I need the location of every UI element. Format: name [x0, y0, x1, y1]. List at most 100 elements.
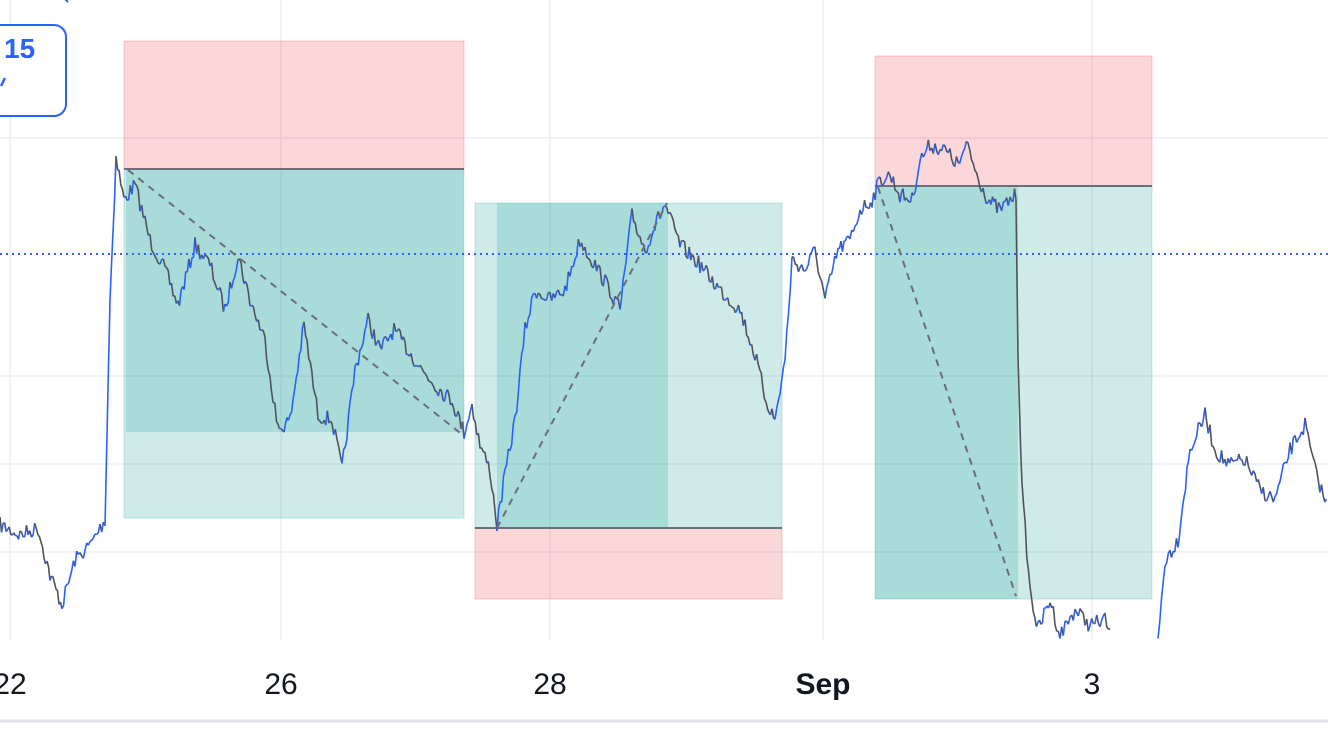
price-line: [740, 312, 745, 326]
price-line: [471, 404, 478, 436]
price-line: [559, 293, 563, 296]
price-line: [1252, 470, 1258, 482]
price-line: [96, 523, 101, 535]
price-line: [631, 208, 643, 245]
price-line: [104, 156, 117, 526]
price-line: [557, 289, 561, 296]
price-line: [619, 208, 633, 310]
price-line: [1095, 614, 1101, 628]
price-line: [341, 362, 358, 464]
price-line: [162, 258, 171, 286]
price-line: [949, 148, 956, 168]
price-line: [367, 312, 374, 339]
price-line: [61, 560, 75, 610]
price-line: [1093, 614, 1098, 625]
price-line: [115, 156, 125, 198]
price-line: [461, 421, 465, 439]
badge-text: 15: [4, 33, 35, 64]
price-line: [852, 209, 861, 232]
price-line: [1007, 196, 1011, 206]
x-tick-label: 28: [533, 668, 566, 701]
price-line: [178, 286, 184, 306]
price-line: [602, 274, 606, 287]
price-line: [446, 389, 452, 406]
price-line: [965, 140, 983, 193]
position-1[interactable]: [123, 40, 465, 519]
price-line: [744, 319, 751, 346]
price-line: [463, 403, 473, 439]
price-line: [30, 523, 36, 538]
price-line: [1230, 457, 1235, 462]
price-line: [597, 264, 605, 287]
price-line: [1290, 434, 1296, 455]
price-line: [33, 522, 47, 565]
price-line: [100, 521, 105, 533]
trade-path-line: [127, 169, 465, 437]
price-line: [237, 258, 245, 284]
price-line: [1197, 421, 1203, 428]
price-line: [249, 304, 253, 307]
price-line: [604, 274, 615, 305]
price-line: [487, 461, 498, 532]
price-line: [1245, 456, 1253, 476]
price-line: [131, 180, 135, 195]
price-line: [13, 532, 17, 536]
price-line: [126, 185, 132, 202]
price-line: [87, 533, 96, 546]
price-line: [700, 262, 704, 272]
price-line: [681, 239, 689, 260]
price-line: [879, 176, 883, 186]
price-line: [189, 237, 196, 269]
price-line: [572, 239, 580, 268]
price-line: [874, 176, 881, 200]
price-line: [197, 244, 201, 260]
price-line: [1204, 407, 1210, 434]
price-line: [702, 264, 707, 272]
price-line: [251, 304, 258, 322]
price-line: [841, 236, 848, 252]
price-line: [1085, 618, 1090, 632]
price-line: [542, 298, 546, 301]
price-line: [261, 329, 274, 404]
price-line: [8, 526, 13, 536]
price-line: [881, 171, 890, 186]
price-line: [326, 410, 330, 424]
price-line: [1013, 188, 1038, 627]
price-line: [477, 433, 488, 464]
price-line: [664, 205, 670, 214]
price-line: [329, 420, 335, 435]
price-line: [1099, 612, 1106, 627]
price-line: [937, 149, 941, 156]
corner-badge[interactable]: 15: [0, 0, 69, 117]
price-line: [791, 256, 800, 273]
price-line: [695, 255, 700, 268]
price-line: [1040, 605, 1048, 625]
price-line: [204, 254, 211, 267]
price-line: [283, 417, 288, 433]
price-line: [737, 304, 741, 314]
position-zones: [123, 40, 1153, 600]
price-line: [380, 336, 386, 350]
price-line: [562, 285, 566, 297]
stop-loss-zone: [874, 55, 1153, 187]
price-line: [679, 240, 683, 248]
price-line: [927, 139, 931, 151]
price-line: [942, 143, 949, 154]
price-line: [170, 283, 178, 304]
price-line: [140, 204, 145, 218]
price-line: [535, 292, 540, 299]
position-3[interactable]: [874, 55, 1153, 600]
price-line: [1090, 618, 1095, 624]
position-2[interactable]: [474, 202, 783, 600]
time-axis[interactable]: 22 26 28 Sep 3: [0, 668, 1100, 701]
price-line: [1295, 431, 1303, 443]
price-line: [1072, 609, 1076, 621]
price-line: [584, 246, 594, 269]
price-line: [183, 271, 187, 290]
price-line: [801, 264, 806, 272]
price-line: [17, 530, 21, 540]
price-line: [1264, 490, 1271, 502]
price-line: [1170, 551, 1174, 558]
price-line: [210, 262, 219, 291]
